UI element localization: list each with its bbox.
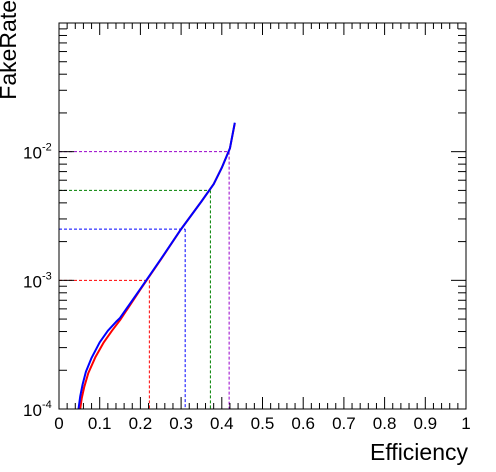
y-axis-title: FakeRate — [0, 0, 21, 100]
x-tick-label: 0.6 — [291, 414, 315, 433]
x-tick-label: 0 — [54, 414, 63, 433]
series-line-1 — [77, 122, 236, 410]
y-tick-label: 10 — [23, 401, 42, 420]
x-tick-label: 0.9 — [413, 414, 437, 433]
y-tick-exponent: -4 — [42, 399, 52, 411]
x-tick-labels: 0 0.1 0.2 0.3 0.4 0.5 0.6 0.7 0.8 0.9 1 — [54, 414, 470, 433]
data-series — [77, 122, 236, 410]
x-tick-label: 0.4 — [210, 414, 234, 433]
x-tick-label: 0.8 — [373, 414, 397, 433]
x-tick-label: 0.3 — [169, 414, 193, 433]
reference-lines — [59, 151, 230, 409]
y-tick-labels: 10-410-310-2 — [23, 142, 52, 420]
y-tick-exponent: -2 — [42, 142, 52, 154]
y-tick-exponent: -3 — [42, 270, 52, 282]
x-tick-label: 0.7 — [332, 414, 356, 433]
x-tick-label: 0.1 — [88, 414, 112, 433]
y-tick-label: 10 — [23, 144, 42, 163]
x-tick-label: 1 — [461, 414, 470, 433]
axis-ticks — [58, 23, 467, 410]
x-tick-label: 0.5 — [251, 414, 275, 433]
y-tick-label: 10 — [23, 272, 42, 291]
x-axis-title: Efficiency — [370, 439, 469, 465]
x-tick-label: 0.2 — [129, 414, 153, 433]
